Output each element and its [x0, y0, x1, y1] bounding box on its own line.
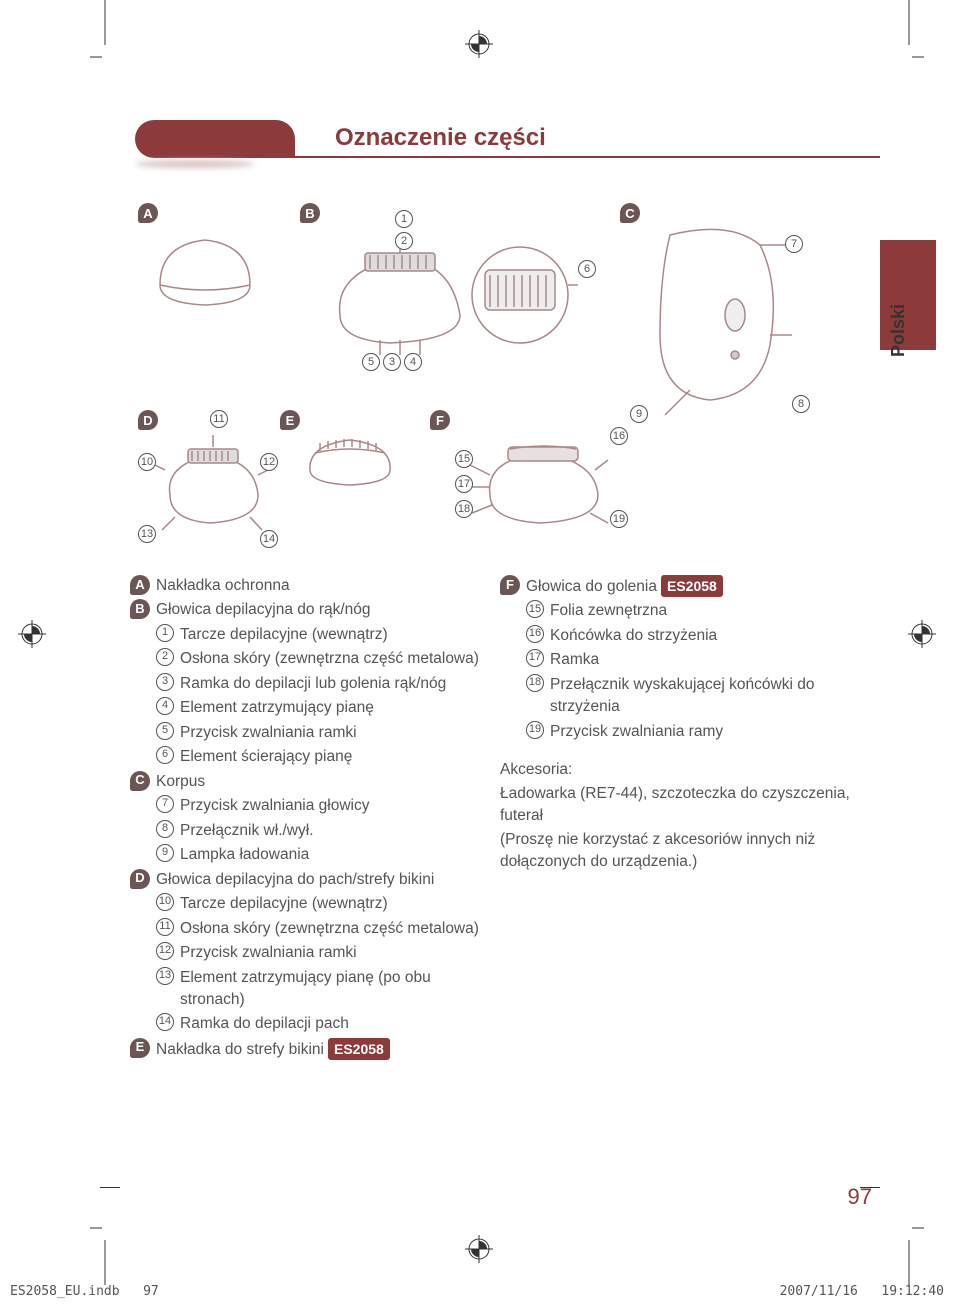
- item-text-12: Przycisk zwalniania ramki: [180, 942, 480, 964]
- item-num-1: 1: [156, 624, 174, 642]
- item-num-16: 16: [526, 625, 544, 643]
- item-text-17: Ramka: [550, 649, 850, 671]
- item-num-15: 15: [526, 600, 544, 618]
- item-num-8: 8: [156, 820, 174, 838]
- page-content: Oznaczenie części Polski A B C D E F: [100, 60, 880, 1240]
- item-text-2: Osłona skóry (zewnętrzna część metalowa): [180, 648, 480, 670]
- part-F-illustration: [450, 425, 630, 545]
- section-title-F: Głowica do goleniaES2058: [526, 575, 850, 598]
- part-E-illustration: [300, 425, 400, 495]
- item-num-4: 4: [156, 697, 174, 715]
- item-num-10: 10: [156, 893, 174, 911]
- item-text-13: Element zatrzymujący pianę (po obu stron…: [180, 967, 480, 1012]
- item-text-4: Element zatrzymujący pianę: [180, 697, 480, 719]
- callout-5: 5: [362, 353, 380, 371]
- registration-mark-left: [18, 620, 46, 648]
- parts-list-right: F Głowica do goleniaES2058 15 Folia zewnętr…: [500, 575, 850, 1063]
- item-num-18: 18: [526, 674, 544, 692]
- item-text-1: Tarcze depilacyjne (wewnątrz): [180, 624, 480, 646]
- section-letter-C: C: [130, 771, 150, 791]
- registration-mark-right: [908, 620, 936, 648]
- callout-4: 4: [404, 353, 422, 371]
- print-footer: ES2058_EU.indb 97 2007/11/16 19:12:40: [10, 1284, 944, 1299]
- parts-list-left: A Nakładka ochronna B Głowica depilacyjna d…: [130, 575, 480, 1063]
- callout-11: 11: [210, 410, 228, 428]
- section-header: Oznaczenie części: [135, 120, 880, 158]
- diagram-letter-B: B: [300, 203, 320, 223]
- section-title-E: Nakładka do strefy bikiniES2058: [156, 1038, 480, 1061]
- diagram-letter-E: E: [280, 410, 300, 430]
- item-num-6: 6: [156, 746, 174, 764]
- item-num-14: 14: [156, 1013, 174, 1031]
- item-text-7: Przycisk zwalniania głowicy: [180, 795, 480, 817]
- item-num-17: 17: [526, 649, 544, 667]
- callout-7: 7: [785, 235, 803, 253]
- item-num-3: 3: [156, 673, 174, 691]
- callout-15: 15: [455, 450, 473, 468]
- item-num-13: 13: [156, 967, 174, 985]
- callout-14: 14: [260, 530, 278, 548]
- callout-19: 19: [610, 510, 628, 528]
- item-text-10: Tarcze depilacyjne (wewnątrz): [180, 893, 480, 915]
- item-num-2: 2: [156, 648, 174, 666]
- item-num-5: 5: [156, 722, 174, 740]
- registration-mark-top: [465, 30, 493, 58]
- section-letter-A: A: [130, 575, 150, 595]
- accessories-line1: Ładowarka (RE7-44), szczoteczka do czysz…: [500, 783, 850, 828]
- item-text-19: Przycisk zwalniania ramy: [550, 721, 850, 743]
- section-letter-B: B: [130, 599, 150, 619]
- item-text-14: Ramka do depilacji pach: [180, 1013, 480, 1035]
- item-text-3: Ramka do depilacji lub golenia rąk/nóg: [180, 673, 480, 695]
- callout-2: 2: [395, 232, 413, 250]
- item-num-12: 12: [156, 942, 174, 960]
- part-B-illustration: [320, 225, 580, 365]
- accessories-block: Akcesoria: Ładowarka (RE7-44), szczotecz…: [500, 759, 850, 873]
- callout-3: 3: [383, 353, 401, 371]
- section-title-A: Nakładka ochronna: [156, 575, 480, 597]
- item-text-18: Przełącznik wyskakującej końcówki do str…: [550, 674, 850, 719]
- item-text-16: Końcówka do strzyżenia: [550, 625, 850, 647]
- section-title-B: Głowica depilacyjna do rąk/nóg: [156, 599, 480, 621]
- section-letter-D: D: [130, 869, 150, 889]
- model-badge: ES2058: [661, 575, 723, 597]
- callout-13: 13: [138, 525, 156, 543]
- item-num-7: 7: [156, 795, 174, 813]
- callout-6: 6: [578, 260, 596, 278]
- parts-diagram: A B C D E F: [130, 195, 830, 565]
- part-C-illustration: [630, 215, 810, 425]
- item-text-9: Lampka ładowania: [180, 844, 480, 866]
- item-text-11: Osłona skóry (zewnętrzna część metalowa): [180, 918, 480, 940]
- part-D-illustration: [150, 425, 280, 545]
- accessories-line2: (Proszę nie korzystać z akcesoriów innyc…: [500, 829, 850, 874]
- callout-9: 9: [630, 405, 648, 423]
- section-title: Oznaczenie części: [335, 124, 546, 152]
- item-text-8: Przełącznik wł./wył.: [180, 820, 480, 842]
- model-badge: ES2058: [328, 1038, 390, 1060]
- item-num-9: 9: [156, 844, 174, 862]
- callout-8: 8: [792, 395, 810, 413]
- item-text-5: Przycisk zwalniania ramki: [180, 722, 480, 744]
- language-tab: Polski: [880, 240, 936, 350]
- diagram-letter-A: A: [138, 203, 158, 223]
- section-title-D: Głowica depilacyjna do pach/strefy bikin…: [156, 869, 480, 891]
- item-num-19: 19: [526, 721, 544, 739]
- section-letter-F: F: [500, 575, 520, 595]
- item-num-11: 11: [156, 918, 174, 936]
- parts-list: A Nakładka ochronna B Głowica depilacyjna d…: [130, 575, 850, 1063]
- callout-1: 1: [395, 210, 413, 228]
- callout-17: 17: [455, 475, 473, 493]
- part-A-illustration: [150, 225, 260, 315]
- section-title-C: Korpus: [156, 771, 480, 793]
- section-letter-E: E: [130, 1038, 150, 1058]
- callout-18: 18: [455, 500, 473, 518]
- item-text-15: Folia zewnętrzna: [550, 600, 850, 622]
- accessories-heading: Akcesoria:: [500, 759, 850, 781]
- item-text-6: Element ścierający pianę: [180, 746, 480, 768]
- callout-10: 10: [138, 453, 156, 471]
- callout-16: 16: [610, 427, 628, 445]
- callout-12: 12: [260, 453, 278, 471]
- diagram-letter-F: F: [430, 410, 450, 430]
